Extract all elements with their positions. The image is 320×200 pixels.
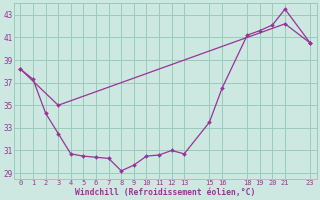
X-axis label: Windchill (Refroidissement éolien,°C): Windchill (Refroidissement éolien,°C) — [75, 188, 255, 197]
